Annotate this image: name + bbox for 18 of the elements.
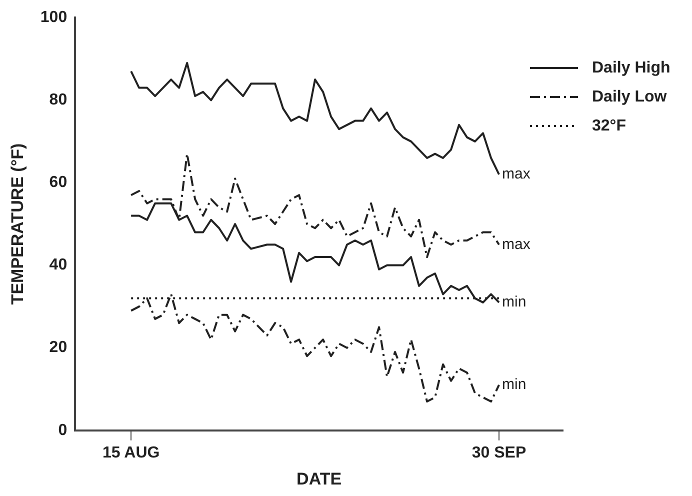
x-tick-label: 15 AUG [102, 444, 160, 462]
y-tick-label: 20 [49, 339, 68, 356]
legend-label: Daily High [592, 59, 670, 76]
y-tick-label: 60 [49, 174, 68, 192]
line-series [130, 293, 500, 403]
y-tick-label: 40 [49, 256, 68, 274]
y-tick-label: 80 [49, 92, 68, 109]
y-tick-label: 100 [40, 9, 68, 26]
y-tick-label: 0 [58, 422, 68, 439]
legend-label: Daily Low [592, 88, 668, 106]
x-axis-title: DATE [296, 469, 342, 488]
y-axis-title: TEMPERATURE (°F) [8, 143, 27, 305]
annotation: max [502, 166, 531, 183]
legend-label: 32°F [592, 117, 626, 134]
x-tick-label: 30 SEP [472, 444, 526, 462]
annotation: max [502, 236, 531, 253]
annotation: min [502, 294, 526, 311]
annotation: min [502, 376, 526, 394]
